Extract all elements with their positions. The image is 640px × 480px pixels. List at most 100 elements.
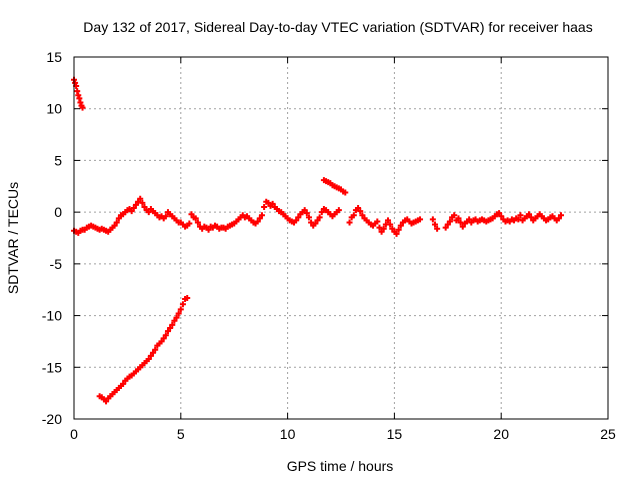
data-point	[434, 225, 441, 232]
data-point	[269, 200, 276, 207]
data-point	[393, 230, 400, 237]
data-point	[444, 221, 451, 228]
data-point	[301, 207, 308, 214]
data-point	[188, 211, 195, 218]
data-point	[451, 212, 458, 219]
data-point	[182, 296, 189, 303]
data-point	[355, 205, 362, 212]
data-point	[205, 226, 212, 233]
data-point	[75, 92, 82, 99]
data-point	[145, 209, 152, 216]
y-axis-label: SDTVAR / TECUs	[5, 182, 21, 294]
data-point	[76, 95, 83, 102]
data-point	[173, 314, 180, 321]
data-point	[115, 215, 122, 222]
x-axis-label: GPS time / hours	[287, 458, 394, 474]
data-point	[265, 199, 272, 206]
data-point	[459, 223, 466, 230]
series-mid-fragment	[320, 177, 349, 196]
data-point	[457, 219, 464, 226]
data-point	[308, 219, 315, 226]
y-tick-label: 5	[54, 152, 62, 168]
data-point	[175, 310, 182, 317]
data-point	[254, 218, 261, 225]
data-point	[314, 217, 321, 224]
data-point	[528, 214, 535, 221]
data-point	[387, 221, 394, 228]
data-point	[154, 342, 161, 349]
data-point	[171, 317, 178, 324]
data-point	[135, 198, 142, 205]
data-point	[164, 328, 171, 335]
data-point	[141, 203, 148, 210]
data-point	[169, 321, 176, 328]
chart-title: Day 132 of 2017, Sidereal Day-to-day VTE…	[83, 19, 592, 35]
data-point	[160, 335, 167, 342]
data-point	[525, 211, 532, 218]
data-point	[137, 195, 144, 202]
data-point	[446, 218, 453, 225]
data-points	[71, 76, 565, 405]
data-point	[312, 220, 319, 227]
y-tick-label: -5	[50, 256, 63, 272]
data-point	[380, 225, 387, 232]
data-point	[374, 218, 381, 225]
data-point	[167, 324, 174, 331]
plot-frame	[73, 56, 609, 420]
data-point	[186, 220, 193, 227]
x-tick-label: 0	[70, 426, 78, 442]
data-point	[429, 216, 436, 223]
data-point	[122, 377, 129, 384]
x-tick-label: 15	[387, 426, 403, 442]
data-point	[77, 99, 84, 106]
data-point	[466, 216, 473, 223]
data-point	[389, 225, 396, 232]
data-point	[498, 213, 505, 220]
data-point	[177, 306, 184, 313]
data-point	[74, 88, 81, 95]
data-point	[96, 393, 103, 400]
data-point	[395, 226, 402, 233]
data-point	[295, 214, 302, 221]
data-point	[113, 219, 120, 226]
data-point	[147, 352, 154, 359]
data-point	[515, 216, 522, 223]
data-point	[342, 189, 349, 196]
data-point	[192, 215, 199, 222]
data-point	[376, 224, 383, 231]
data-point	[194, 219, 201, 226]
x-tick-label: 20	[493, 426, 509, 442]
y-tick-label: 15	[46, 49, 62, 65]
data-point	[179, 301, 186, 308]
y-tick-label: -10	[42, 308, 62, 324]
x-tick-label: 25	[600, 426, 616, 442]
data-point	[431, 221, 438, 228]
data-point	[152, 346, 159, 353]
y-tick-label: 10	[46, 101, 62, 117]
data-point	[293, 217, 300, 224]
x-tick-label: 5	[177, 426, 185, 442]
data-point	[335, 207, 342, 214]
data-point	[384, 217, 391, 224]
data-point	[305, 214, 312, 221]
data-point	[132, 201, 139, 208]
data-point	[79, 104, 86, 111]
data-point	[455, 215, 462, 222]
data-point	[303, 210, 310, 217]
data-point	[258, 212, 265, 219]
data-point	[162, 332, 169, 339]
data-point	[150, 349, 157, 356]
data-point	[359, 212, 366, 219]
y-tick-label: -20	[42, 411, 62, 427]
series-main-trace	[71, 195, 565, 237]
axis-ticks: 0 5 10 15 20 25 -20 -15 -10 -5 0 5 10 15	[42, 49, 616, 442]
data-point	[517, 212, 524, 219]
data-point	[111, 222, 118, 229]
data-point	[378, 228, 385, 235]
data-point	[105, 395, 112, 402]
data-point	[261, 203, 268, 210]
y-tick-label: 0	[54, 204, 62, 220]
series-lower-branch	[96, 294, 191, 405]
data-point	[397, 222, 404, 229]
